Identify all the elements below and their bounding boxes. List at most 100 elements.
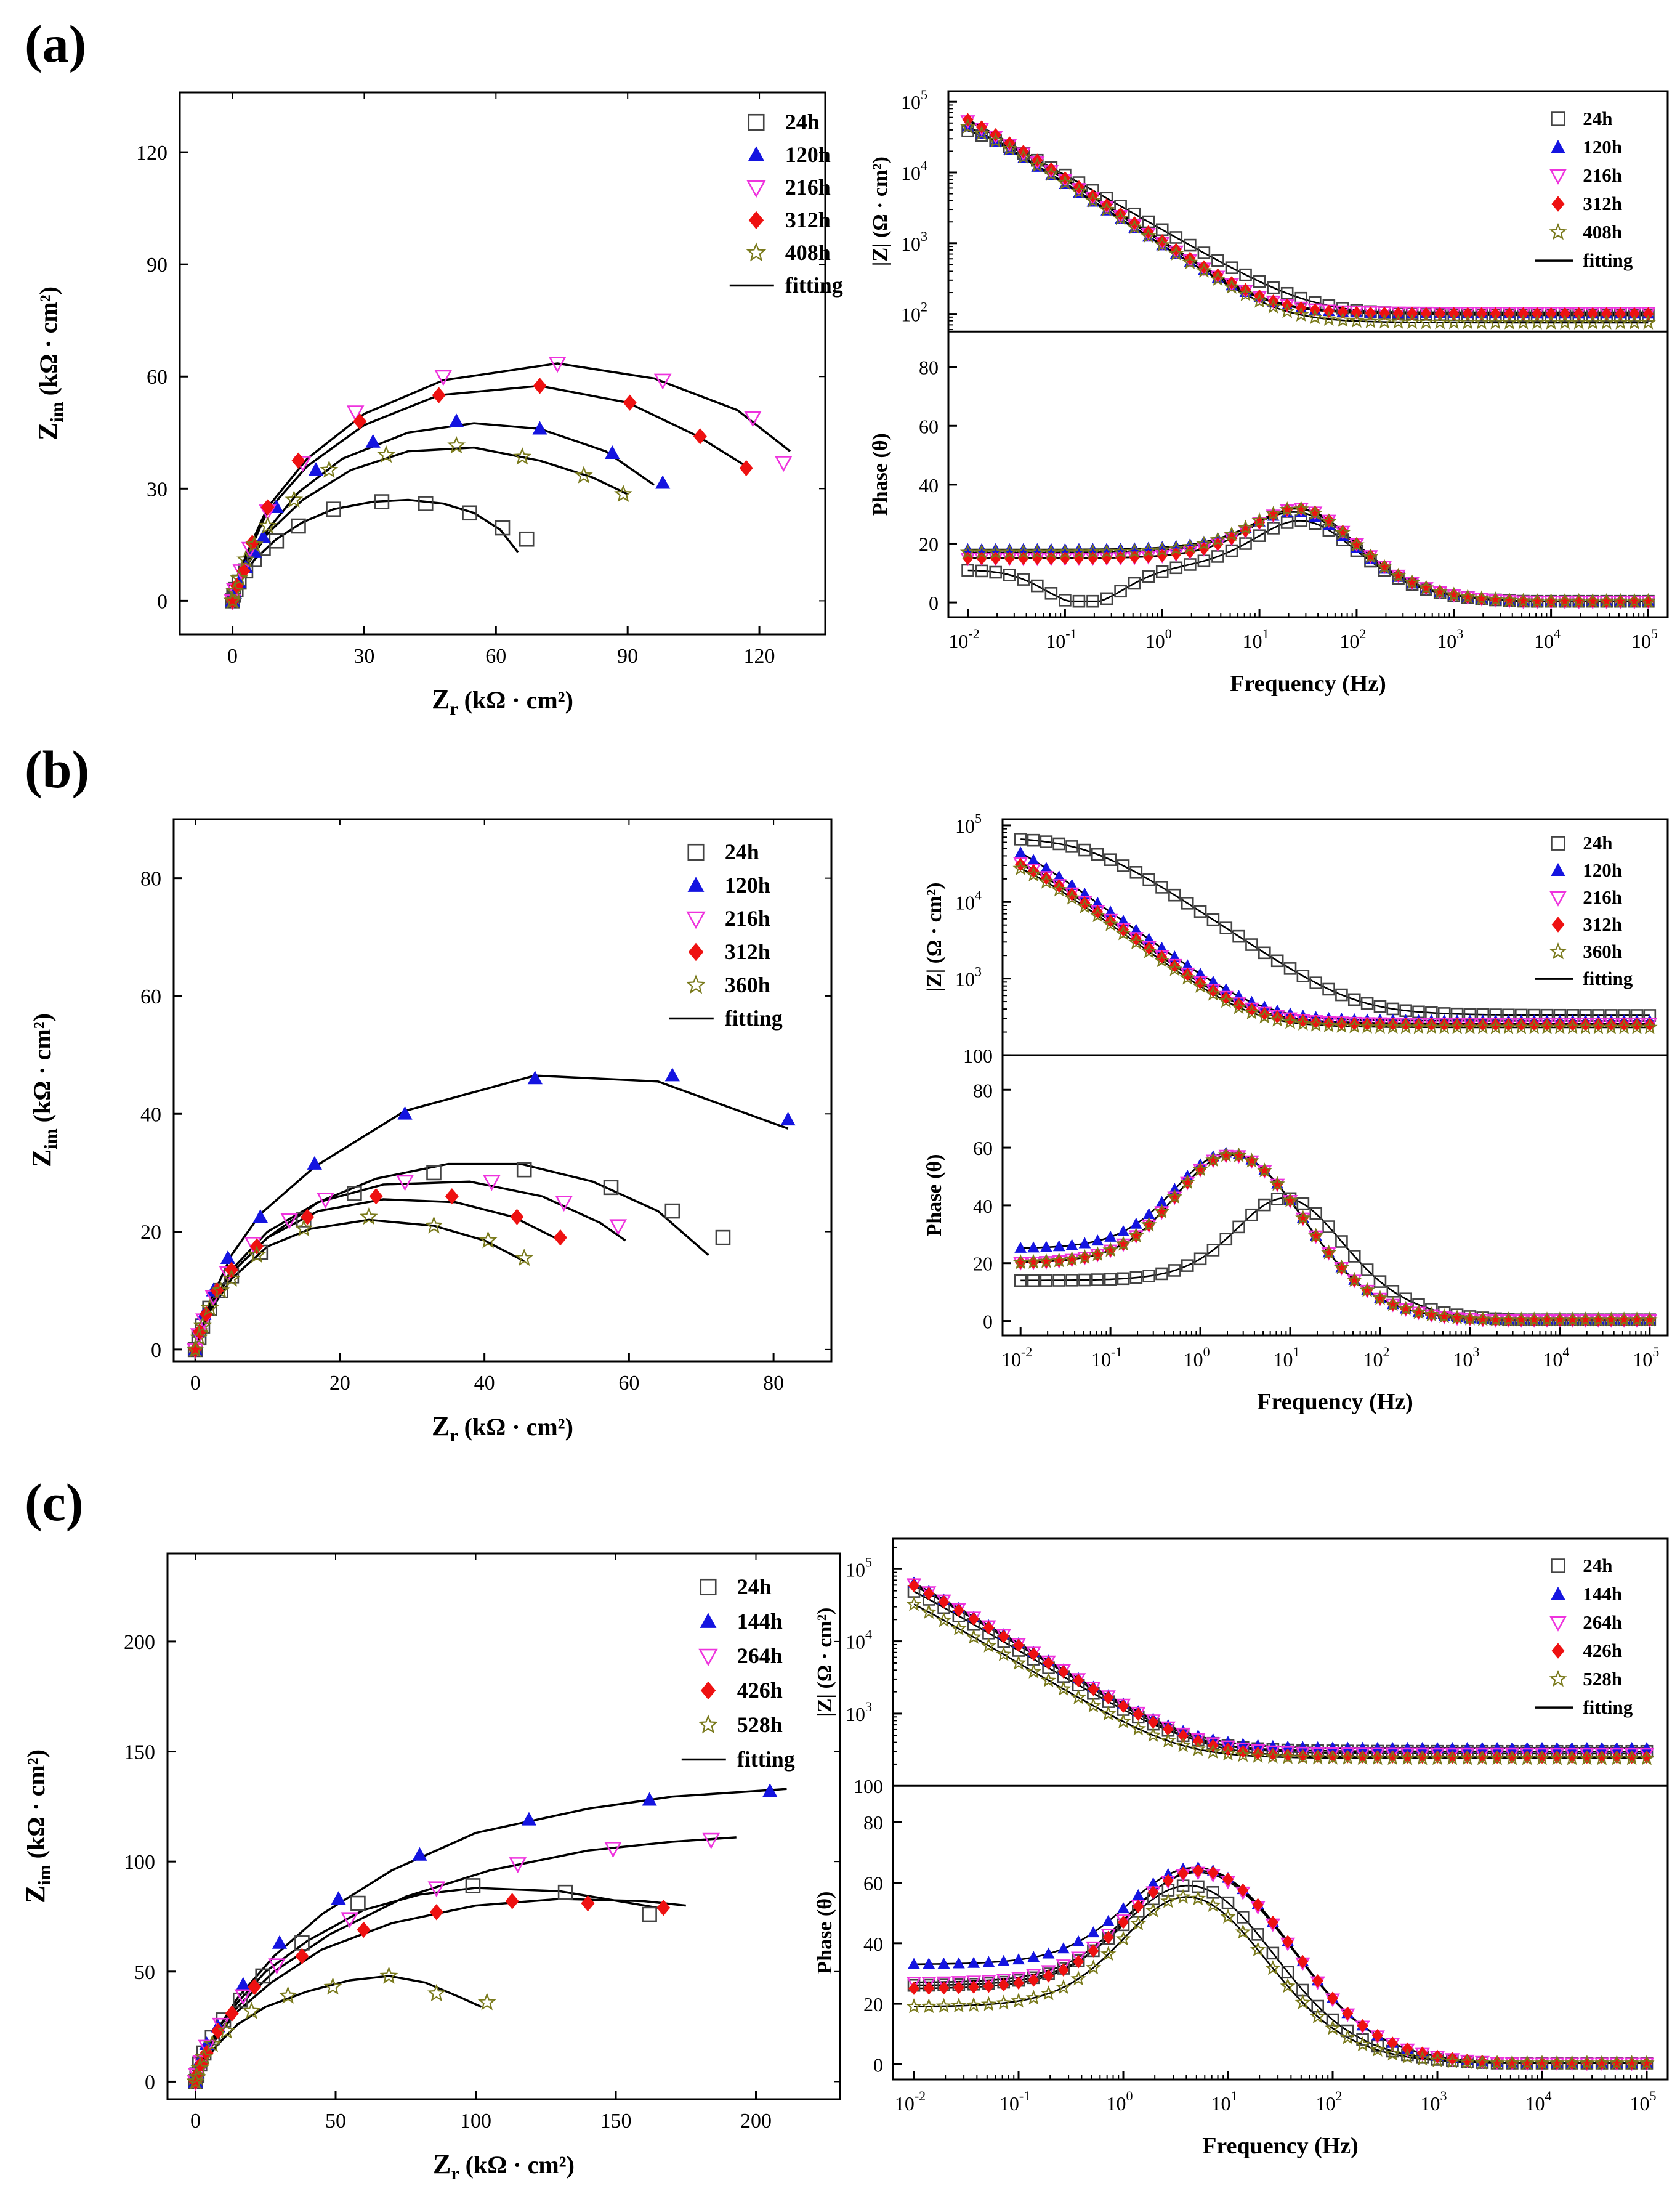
modulus-point-426h (1551, 1750, 1563, 1764)
fit-phase-360h (1020, 1154, 1650, 1321)
modulus-point-24h (1258, 946, 1271, 960)
modulus-point-408h (1557, 314, 1573, 330)
phase-point-426h (1207, 1866, 1219, 1880)
phase-point-360h (1230, 1147, 1247, 1163)
phase-point-408h (1529, 593, 1545, 609)
modulus-point-528h (1250, 1747, 1266, 1763)
plot-frame (947, 90, 1669, 618)
phase-point-408h (1265, 506, 1282, 521)
phase-point-408h (974, 544, 990, 559)
legend-label-120h: 120h (725, 873, 770, 897)
phase-point-264h (1056, 1959, 1071, 1974)
phase-point-120h (1065, 1239, 1078, 1250)
phase-point-312h (1593, 1313, 1604, 1327)
legend-label-408h: 408h (1583, 221, 1622, 243)
phase-point-312h (1170, 547, 1182, 561)
panel-label-b: (b) (25, 740, 89, 799)
x-tick-label: 100 (1184, 1344, 1210, 1371)
modulus-point-528h (935, 1612, 952, 1627)
x-tick-label: 104 (1525, 2088, 1552, 2115)
y-tick-label: 90 (147, 254, 168, 277)
y-axis-label: Zim (kΩ · cm²) (26, 1013, 61, 1167)
modulus-point-408h (1071, 183, 1087, 199)
modulus-point-360h (1192, 978, 1208, 993)
data-point-216h (280, 1213, 299, 1229)
phase-point-24h (1322, 1220, 1335, 1233)
phase-point-120h (1128, 542, 1141, 554)
phase-point-360h (1115, 1236, 1131, 1251)
phase-point-144h (1147, 1877, 1160, 1889)
phase-point-426h (923, 1982, 935, 1995)
phase-point-144h (1072, 1935, 1085, 1946)
data-point-426h (190, 2067, 204, 2083)
modulus-point-408h (1501, 314, 1517, 330)
modulus-point-312h (1365, 306, 1376, 320)
phase-point-312h (1309, 505, 1321, 519)
modulus-point-360h (1397, 1019, 1414, 1034)
legend-marker-24h (700, 1578, 717, 1596)
phase-point-144h (1027, 1951, 1040, 1962)
data-point-24h (232, 1992, 248, 2008)
phase-point-312h (1032, 551, 1043, 565)
modulus-point-312h (1130, 932, 1142, 946)
phase-point-528h (1624, 2055, 1640, 2070)
phase-point-408h (1362, 548, 1379, 564)
phase-point-360h (1153, 1203, 1170, 1219)
data-point-24h (516, 1162, 532, 1178)
data-point-120h (527, 1071, 543, 1085)
phase-point-528h (1070, 1970, 1086, 1986)
modulus-point-312h (1615, 307, 1626, 321)
phase-point-24h (1086, 594, 1099, 608)
modulus-point-144h (1296, 1741, 1309, 1752)
phase-point-144h (982, 1956, 995, 1967)
legend-label-264h: 264h (737, 1643, 783, 1668)
modulus-point-312h (1212, 268, 1224, 282)
data-point-24h (255, 1968, 271, 1984)
phase-point-528h (980, 1996, 997, 2011)
y-tick-label: 20 (863, 1993, 883, 2015)
phase-point-528h (951, 1997, 967, 2013)
modulus-point-528h (1624, 1750, 1640, 1765)
bode-plot: 10-2 10-1 100 101 102 103 104 105 Frequency (Hz)… (869, 87, 1669, 697)
y-tick-label: 40 (863, 1933, 883, 1955)
phase-point-264h (1026, 1969, 1041, 1983)
legend-marker-312h (688, 942, 704, 962)
modulus-point-426h (938, 1595, 950, 1609)
x-tick-label: 103 (1421, 2088, 1447, 2115)
legend-marker-216h (1549, 891, 1567, 907)
legend-marker-144h (1551, 1586, 1565, 1600)
phase-point-24h (1281, 1966, 1294, 1979)
modulus-point-360h (1179, 970, 1195, 985)
nyquist-plot: 0 20 40 60 80 0 20 40 60 80 Zr (kΩ · cm²) Zim (kΩ ·… (26, 818, 833, 1446)
phase-point-360h (1308, 1228, 1324, 1243)
modulus-point-120h (1258, 1000, 1271, 1012)
phase-point-24h (1003, 569, 1016, 581)
phase-point-528h (1415, 2051, 1431, 2066)
phase-point-24h (1017, 573, 1030, 586)
y-tick-label: 20 (140, 1221, 161, 1244)
modulus-point-24h (1225, 261, 1238, 274)
phase-point-264h (1071, 1951, 1086, 1966)
modulus-point-426h (1237, 1744, 1249, 1759)
modulus-point-408h (1362, 313, 1379, 328)
data-point-426h (248, 1978, 262, 1995)
phase-point-144h (952, 1957, 965, 1969)
modulus-point-24h (1239, 268, 1252, 281)
modulus-point-528h (1160, 1733, 1176, 1748)
data-point-528h (187, 2067, 206, 2085)
data-point-264h (341, 1912, 359, 1929)
phase-point-360h (1320, 1244, 1337, 1260)
phase-point-528h (1250, 1942, 1266, 1957)
modulus-point-426h (1102, 1691, 1114, 1705)
modulus-point-144h (1596, 1742, 1609, 1754)
data-point-216h (434, 370, 453, 386)
bode-plot: 10-2 10-1 100 101 102 103 104 105 Frequency (Hz)… (923, 811, 1669, 1415)
modulus-point-408h (1251, 293, 1267, 308)
modulus-point-312h (1532, 307, 1543, 321)
data-point-216h (396, 1175, 414, 1191)
y-tick-label: 20 (973, 1253, 993, 1275)
y-tick-label: 80 (863, 1812, 883, 1834)
modulus-point-426h (1118, 1699, 1129, 1713)
y-tick-label: 120 (136, 142, 168, 164)
legend-label-24h: 24h (737, 1574, 772, 1599)
